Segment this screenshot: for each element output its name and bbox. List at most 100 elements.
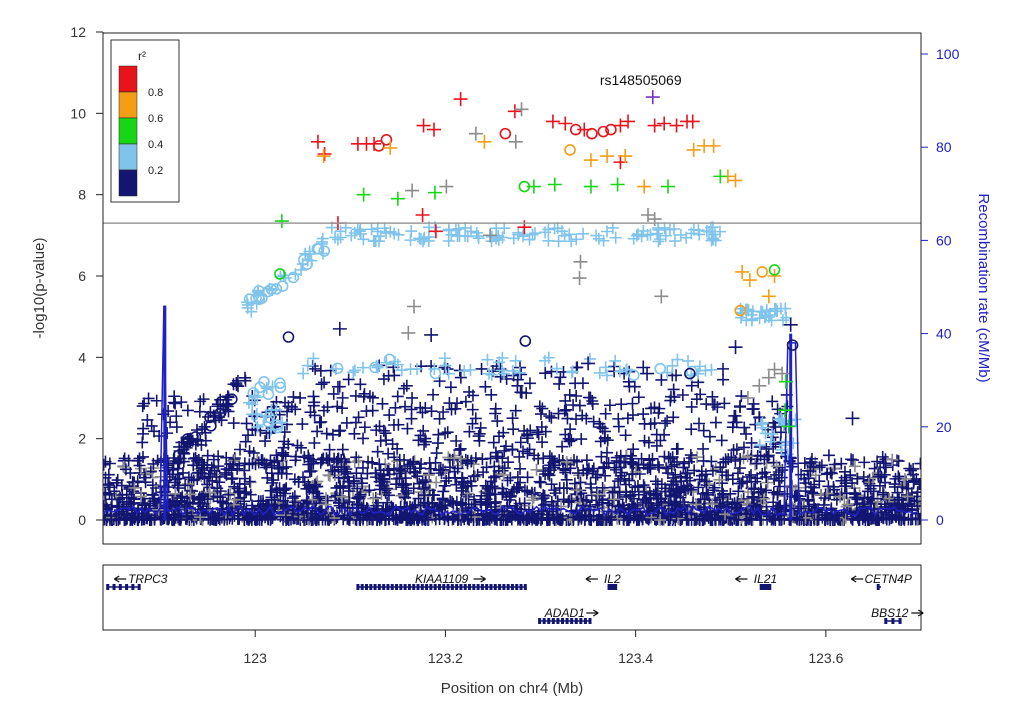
snp-point — [509, 354, 522, 367]
snp-point — [713, 169, 728, 184]
snp-point — [266, 476, 279, 489]
snp-point — [366, 391, 379, 404]
snp-point — [119, 463, 132, 476]
gene-label: CETN4P — [865, 572, 912, 586]
snp-point — [740, 391, 755, 405]
snp-point — [670, 443, 683, 456]
snp-point — [758, 453, 771, 466]
snp-point — [484, 452, 497, 465]
gene-direction-arrow — [735, 575, 748, 583]
snp-point — [791, 511, 804, 524]
snp-point — [601, 225, 614, 238]
snp-point — [371, 445, 384, 458]
recombination-rate-trace — [103, 305, 918, 517]
snp-point — [448, 452, 461, 465]
snp-point — [557, 493, 570, 506]
snp-point — [857, 471, 870, 484]
snp-point — [401, 422, 414, 435]
snp-point — [593, 513, 606, 526]
snp-point — [726, 473, 739, 486]
snp-point — [315, 453, 328, 466]
snp-point — [243, 445, 256, 458]
snp-point — [410, 512, 423, 525]
snp-point — [603, 399, 616, 412]
snp-point — [296, 418, 309, 431]
gene-exon — [565, 618, 569, 624]
snp-point — [640, 366, 655, 381]
snp-point — [610, 463, 623, 476]
snp-point — [692, 481, 705, 494]
snp-point — [191, 454, 204, 467]
snp-point — [443, 397, 456, 410]
snp-point — [652, 406, 665, 419]
snp-point — [567, 399, 580, 412]
x-tick-label: 123 — [244, 650, 268, 666]
snp-point — [315, 415, 328, 428]
snp-point — [751, 450, 764, 463]
snp-point — [597, 125, 610, 138]
snp-point — [599, 469, 612, 482]
snp-point — [665, 460, 678, 473]
snp-point — [367, 504, 380, 517]
snp-point — [191, 434, 204, 447]
snp-point — [347, 366, 360, 379]
snp-point — [477, 134, 492, 149]
snp-point — [404, 234, 417, 247]
gene-track: TRPC3 KIAA1109 IL2 IL21 CETN4P ADAD1 BBS12 — [106, 572, 924, 624]
snp-point — [757, 492, 770, 505]
snp-point — [713, 225, 726, 238]
snp-point — [534, 476, 547, 489]
snp-point — [127, 511, 140, 524]
snp-point — [201, 449, 214, 462]
gene-exon — [399, 584, 403, 590]
gene-exon — [433, 584, 437, 590]
snp-point — [444, 381, 457, 394]
snp-point — [496, 231, 509, 244]
snp-point — [889, 472, 902, 485]
snp-point — [141, 413, 154, 426]
snp-point — [871, 455, 884, 468]
snp-point — [563, 388, 576, 401]
gene-direction-arrow — [911, 609, 924, 617]
snp-point — [253, 513, 266, 526]
snp-point — [315, 237, 328, 250]
snp-point — [551, 512, 564, 525]
gene-exon — [369, 584, 373, 590]
snp-point — [799, 477, 812, 490]
snp-point — [692, 417, 705, 430]
snp-point — [498, 462, 511, 475]
snp-point — [406, 391, 419, 404]
snp-point — [407, 299, 422, 314]
snp-point — [399, 472, 412, 485]
snp-point — [608, 481, 621, 494]
snp-point — [251, 391, 264, 404]
snp-point — [631, 480, 644, 492]
snp-point — [643, 454, 656, 467]
6 — [254, 414, 267, 427]
snp-point — [197, 393, 210, 406]
snp-point — [615, 398, 628, 411]
gene-exon — [510, 584, 514, 590]
snp-point — [553, 454, 566, 467]
snp-point — [565, 434, 578, 447]
snp-point — [265, 491, 278, 504]
snp-point — [761, 370, 776, 385]
snp-point — [660, 462, 673, 475]
snp-point — [418, 438, 431, 451]
snp-point — [415, 458, 428, 471]
snp-point — [393, 510, 406, 523]
snp-point — [564, 144, 576, 156]
snp-point — [636, 513, 649, 526]
snp-point — [334, 481, 347, 494]
snp-point — [641, 208, 656, 222]
snp-point — [175, 396, 188, 409]
snp-point — [773, 513, 786, 526]
snp-point — [536, 402, 549, 415]
snp-point — [308, 396, 321, 409]
snp-point — [845, 411, 860, 426]
snp-point — [139, 476, 152, 489]
snp-point — [245, 305, 258, 318]
gene-exon — [382, 584, 386, 590]
snp-point — [424, 327, 439, 342]
snp-point — [161, 427, 174, 440]
